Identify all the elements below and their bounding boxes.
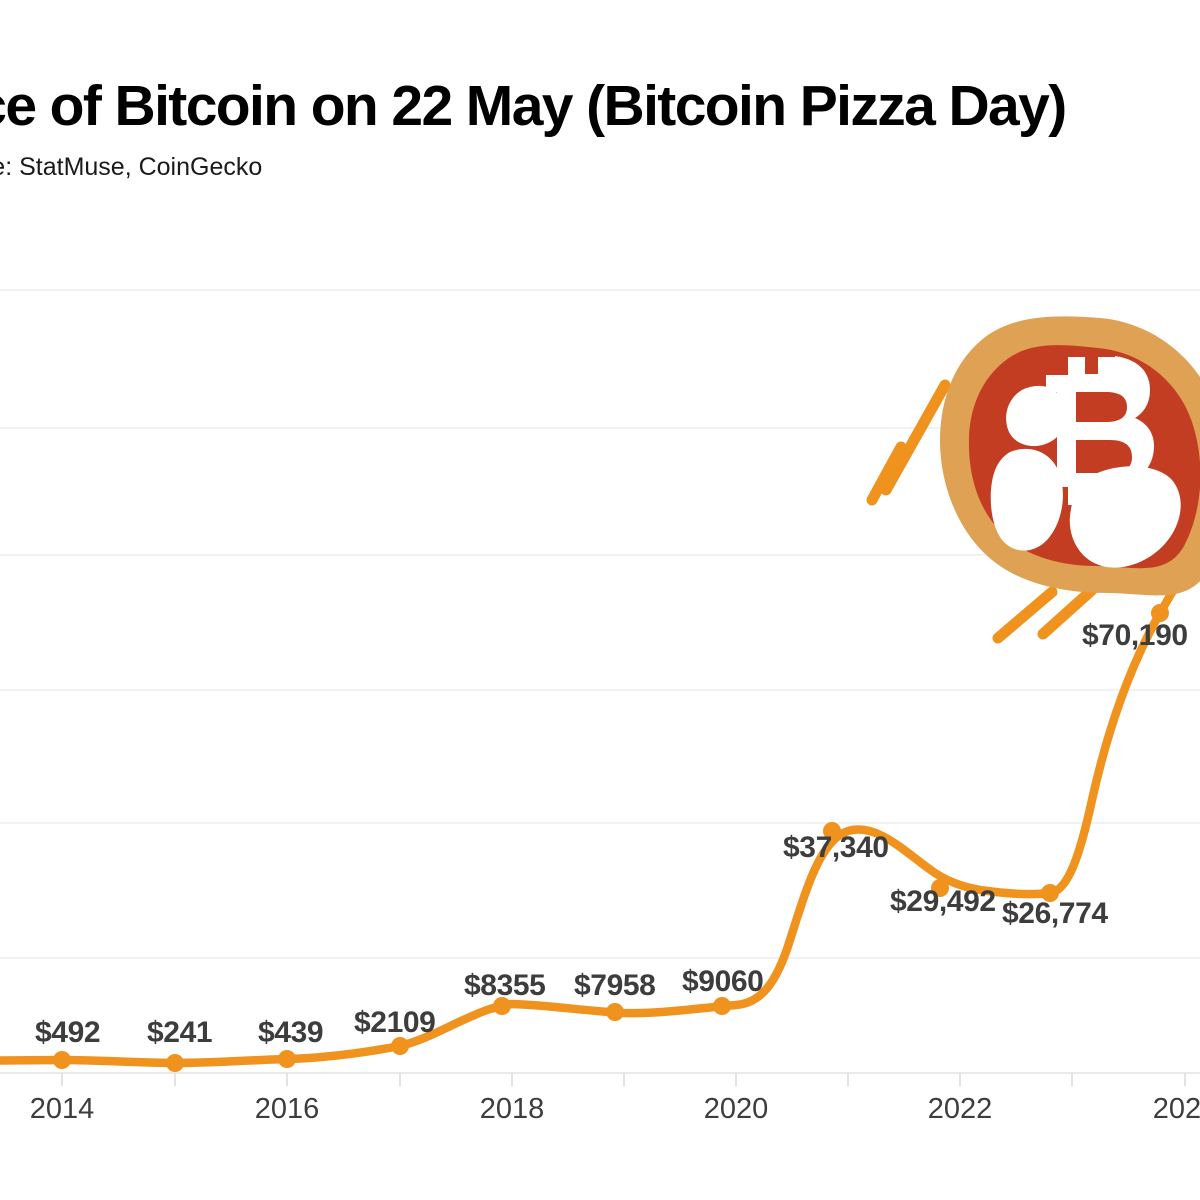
speed-lines-icon <box>866 379 1098 644</box>
data-point-2015 <box>166 1054 184 1072</box>
chart-source-subtitle: Source: StatMuse, CoinGecko <box>0 153 263 181</box>
x-tick-2016: 2016 <box>255 1093 320 1125</box>
data-label-2019: $7958 <box>574 969 655 1002</box>
x-tick-2018: 2018 <box>480 1093 545 1125</box>
data-point-2014 <box>53 1051 71 1069</box>
x-axis-ticks <box>61 1073 1186 1086</box>
chart-header: Price of Bitcoin on 22 May (Bitcoin Pizz… <box>0 0 1200 210</box>
data-label-2017: $2109 <box>354 1006 435 1039</box>
pizza-cheese-blobs <box>990 385 1181 568</box>
data-point-2023 <box>1041 884 1059 902</box>
data-label-2020: $9060 <box>682 965 763 998</box>
page-title: Price of Bitcoin on 22 May (Bitcoin Pizz… <box>0 74 1067 138</box>
x-axis-tick-labels: 2014 2016 2018 2020 2022 2024 <box>30 1093 1200 1125</box>
data-point-2022 <box>931 879 949 897</box>
data-point-2016 <box>278 1050 296 1068</box>
x-tick-2024: 2024 <box>1153 1093 1200 1125</box>
data-point-2018 <box>493 997 511 1015</box>
data-label-2024: $70,190 <box>1082 619 1188 652</box>
data-point-2024 <box>1151 604 1169 622</box>
x-tick-2014: 2014 <box>30 1093 95 1125</box>
series-markers <box>53 604 1169 1072</box>
data-point-2019 <box>606 1003 624 1021</box>
data-label-2022: $29,492 <box>890 885 996 918</box>
data-label-2016: $439 <box>258 1016 323 1049</box>
data-point-labels: $492 $241 $439 $2109 $8355 $7958 $9060 $… <box>35 619 1188 1049</box>
data-label-2018: $8355 <box>464 969 545 1002</box>
data-point-2017 <box>391 1037 409 1055</box>
data-label-2021: $37,340 <box>783 831 889 864</box>
x-tick-2022: 2022 <box>928 1093 993 1125</box>
x-tick-2020: 2020 <box>704 1093 769 1125</box>
data-label-2015: $241 <box>147 1016 212 1049</box>
bitcoin-pizza-illustration <box>866 316 1200 644</box>
data-label-2023: $26,774 <box>1002 897 1108 930</box>
data-point-2020 <box>713 997 731 1015</box>
data-label-2014: $492 <box>35 1016 100 1049</box>
data-point-2021 <box>823 822 841 840</box>
bitcoin-symbol-icon <box>1046 356 1154 505</box>
series-line-bitcoin-price <box>0 541 1200 1068</box>
